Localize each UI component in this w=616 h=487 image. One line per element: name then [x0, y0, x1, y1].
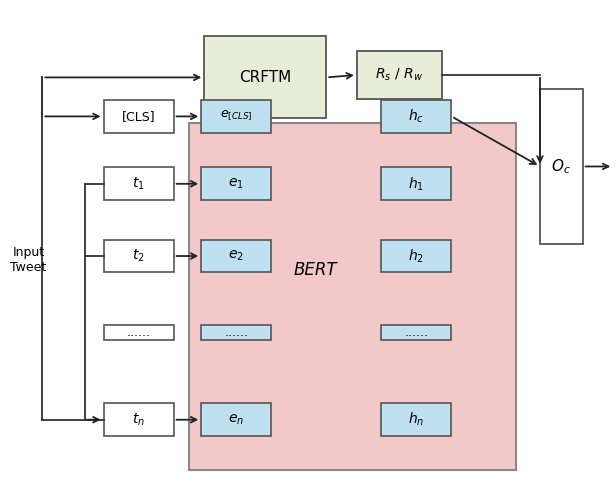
Text: $t_n$: $t_n$ — [132, 412, 145, 428]
FancyBboxPatch shape — [103, 100, 174, 133]
FancyBboxPatch shape — [201, 100, 272, 133]
Text: $h_2$: $h_2$ — [408, 247, 424, 265]
Text: $O_c$: $O_c$ — [551, 157, 571, 176]
FancyBboxPatch shape — [381, 240, 452, 272]
Text: ......: ...... — [404, 326, 428, 339]
FancyBboxPatch shape — [201, 403, 272, 436]
Text: ......: ...... — [224, 326, 248, 339]
FancyBboxPatch shape — [103, 403, 174, 436]
FancyBboxPatch shape — [381, 325, 452, 340]
Text: $e_n$: $e_n$ — [229, 412, 245, 427]
FancyBboxPatch shape — [381, 100, 452, 133]
FancyBboxPatch shape — [357, 51, 442, 99]
FancyBboxPatch shape — [381, 403, 452, 436]
Text: $e_1$: $e_1$ — [229, 177, 244, 191]
Text: $h_n$: $h_n$ — [408, 411, 424, 429]
Text: $t_1$: $t_1$ — [132, 176, 145, 192]
FancyBboxPatch shape — [201, 168, 272, 200]
FancyBboxPatch shape — [540, 90, 583, 244]
FancyBboxPatch shape — [103, 168, 174, 200]
FancyBboxPatch shape — [201, 325, 272, 340]
Text: $h_c$: $h_c$ — [408, 108, 424, 125]
Text: [CLS]: [CLS] — [122, 110, 155, 123]
FancyBboxPatch shape — [103, 240, 174, 272]
FancyBboxPatch shape — [381, 168, 452, 200]
FancyBboxPatch shape — [103, 325, 174, 340]
FancyBboxPatch shape — [189, 123, 516, 470]
Text: $t_2$: $t_2$ — [132, 248, 145, 264]
FancyBboxPatch shape — [201, 240, 272, 272]
Text: Input
Tweet: Input Tweet — [10, 246, 47, 274]
Text: $R_s\ /\ R_w$: $R_s\ /\ R_w$ — [375, 67, 424, 83]
Text: $e_2$: $e_2$ — [229, 249, 244, 263]
Text: $e_{[CLS]}$: $e_{[CLS]}$ — [220, 109, 253, 124]
Text: $h_1$: $h_1$ — [408, 175, 424, 192]
Text: CRFTM: CRFTM — [239, 70, 291, 85]
FancyBboxPatch shape — [205, 37, 326, 118]
Text: BERT: BERT — [294, 261, 337, 279]
Text: ......: ...... — [127, 326, 150, 339]
